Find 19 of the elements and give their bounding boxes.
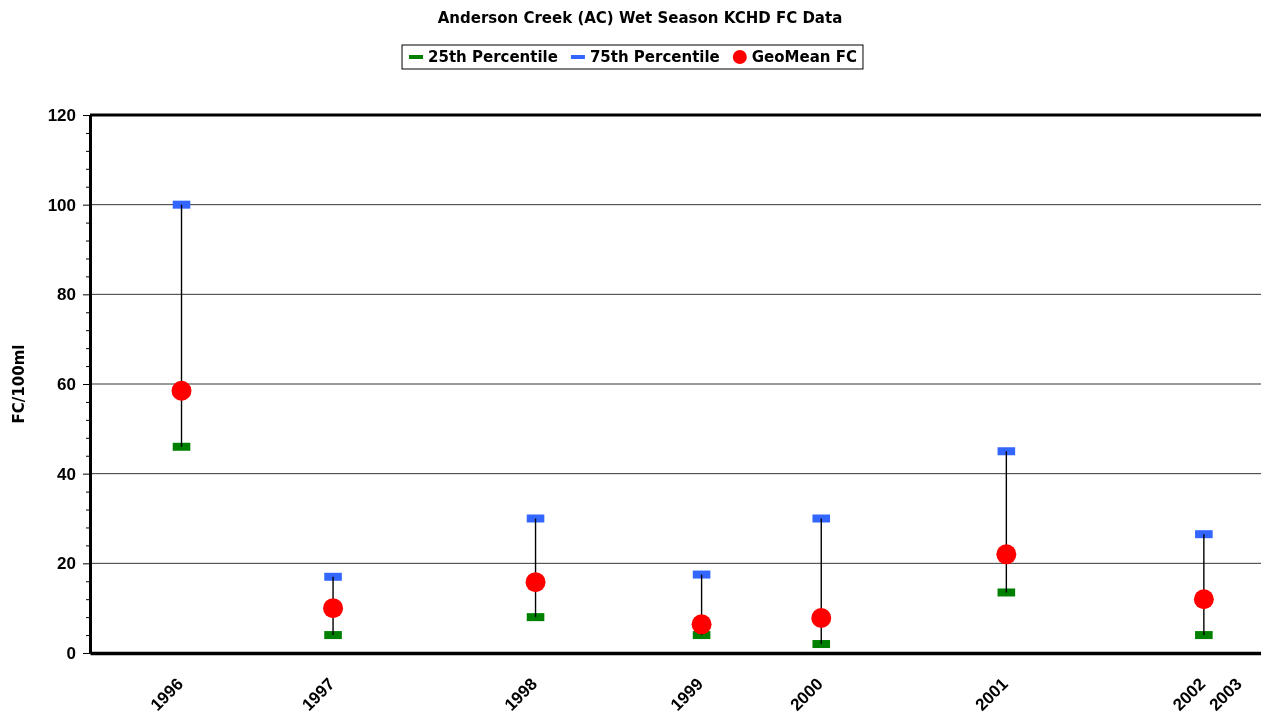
legend-label: GeoMean FC xyxy=(751,48,857,66)
y-tick-label: 0 xyxy=(66,643,76,663)
point xyxy=(323,598,344,619)
point xyxy=(525,572,546,593)
y-tick-label: 100 xyxy=(47,195,76,215)
point xyxy=(691,614,712,635)
chart-title: Anderson Creek (AC) Wet Season KCHD FC Data xyxy=(437,9,843,27)
point xyxy=(811,608,832,629)
y-tick-label: 40 xyxy=(57,464,76,484)
y-tick-label: 20 xyxy=(57,554,76,574)
legend-label: 75th Percentile xyxy=(589,48,720,66)
point xyxy=(996,544,1017,565)
y-axis-title: FC/100ml xyxy=(10,344,28,424)
y-tick-label: 60 xyxy=(57,374,76,394)
y-tick-label: 80 xyxy=(57,285,76,305)
point xyxy=(171,380,192,401)
y-tick-label: 120 xyxy=(47,105,76,125)
point xyxy=(1193,589,1214,610)
legend-label: 25th Percentile xyxy=(428,48,558,66)
